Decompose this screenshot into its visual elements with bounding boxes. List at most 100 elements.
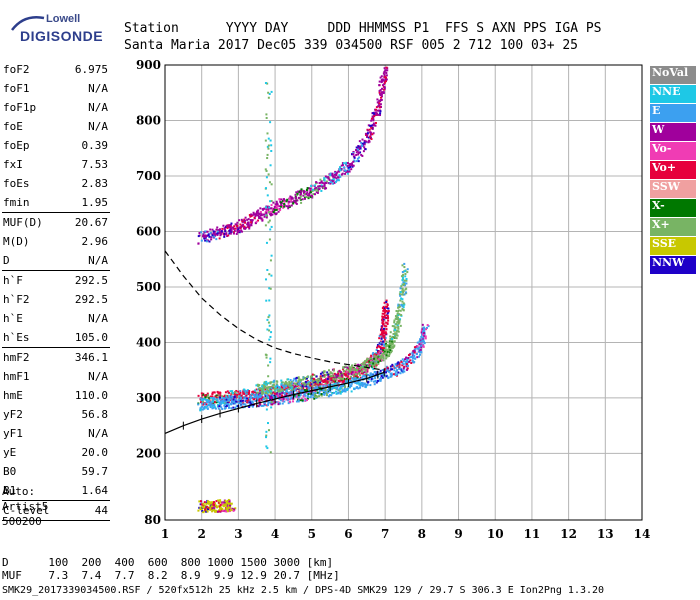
data-point (383, 81, 386, 84)
data-point (350, 367, 353, 370)
noise-point (269, 390, 272, 393)
data-point (231, 400, 234, 403)
data-point (210, 505, 213, 508)
data-point (276, 387, 279, 390)
data-point (330, 381, 333, 384)
data-point (371, 353, 374, 356)
data-point (325, 392, 328, 395)
data-point (354, 377, 357, 380)
data-point (331, 381, 334, 384)
data-point (383, 80, 386, 83)
data-point (356, 157, 359, 160)
data-point (303, 382, 306, 385)
param-row: h`E N/A (2, 309, 110, 328)
data-point (343, 166, 346, 169)
data-point (227, 503, 230, 506)
data-point (266, 389, 269, 392)
data-point (378, 84, 381, 87)
data-point (237, 398, 240, 401)
data-point (200, 500, 203, 503)
data-point (302, 378, 305, 381)
data-point (277, 403, 280, 406)
data-point (381, 315, 384, 318)
y-tick-label: 900 (136, 58, 161, 72)
data-point (393, 329, 396, 332)
data-point (201, 405, 204, 408)
data-point (328, 369, 331, 372)
data-point (224, 400, 227, 403)
data-point (232, 509, 235, 512)
data-point (379, 379, 382, 382)
data-point (213, 502, 216, 505)
data-point (311, 385, 314, 388)
data-point (229, 509, 232, 512)
data-point (224, 391, 227, 394)
data-point (413, 351, 416, 354)
data-point (202, 511, 205, 514)
param-value: 56.8 (81, 408, 109, 421)
data-point (206, 396, 209, 399)
data-point (197, 242, 200, 245)
data-point (363, 364, 366, 367)
data-point (278, 402, 281, 405)
data-point (228, 500, 231, 503)
data-point (267, 403, 270, 406)
data-point (224, 502, 227, 505)
data-point (261, 208, 264, 211)
data-point (376, 98, 379, 101)
data-point (393, 365, 396, 368)
data-point (393, 321, 396, 324)
data-point (378, 355, 381, 358)
data-point (218, 231, 221, 234)
data-point (397, 371, 400, 374)
data-point (261, 396, 264, 399)
noise-point (267, 364, 270, 367)
data-point (202, 503, 205, 506)
noise-point (265, 241, 268, 244)
data-point (364, 148, 367, 151)
data-point (335, 172, 338, 175)
data-point (200, 507, 203, 510)
data-point (257, 215, 260, 218)
data-point (252, 390, 255, 393)
data-point (386, 315, 389, 318)
data-point (249, 401, 252, 404)
profile-curve (164, 371, 385, 434)
data-point (210, 238, 213, 241)
data-point (265, 216, 268, 219)
data-point (355, 378, 358, 381)
data-point (357, 148, 360, 151)
data-point (266, 392, 269, 395)
data-point (249, 397, 252, 400)
data-point (365, 372, 368, 375)
data-point (248, 214, 251, 217)
data-point (370, 360, 373, 363)
data-point (374, 121, 377, 124)
data-point (378, 102, 381, 105)
data-point (379, 114, 382, 117)
data-point (324, 374, 327, 377)
data-point (382, 334, 385, 337)
data-point (301, 382, 304, 385)
data-point (375, 353, 378, 356)
data-point (370, 119, 373, 122)
data-point (379, 112, 382, 115)
data-point (199, 506, 202, 509)
data-point (201, 509, 204, 512)
data-point (372, 380, 375, 383)
x-tick-label: 10 (487, 527, 504, 541)
data-point (251, 401, 254, 404)
data-point (326, 385, 329, 388)
data-point (409, 356, 412, 359)
data-point (402, 369, 405, 372)
data-point (263, 207, 266, 210)
data-point (316, 387, 319, 390)
data-point (383, 73, 386, 76)
data-point (381, 322, 384, 325)
data-point (352, 153, 355, 156)
data-point (312, 188, 315, 191)
data-point (288, 197, 291, 200)
data-point (234, 402, 237, 405)
x-tick-label: 13 (597, 527, 614, 541)
data-point (426, 324, 429, 327)
